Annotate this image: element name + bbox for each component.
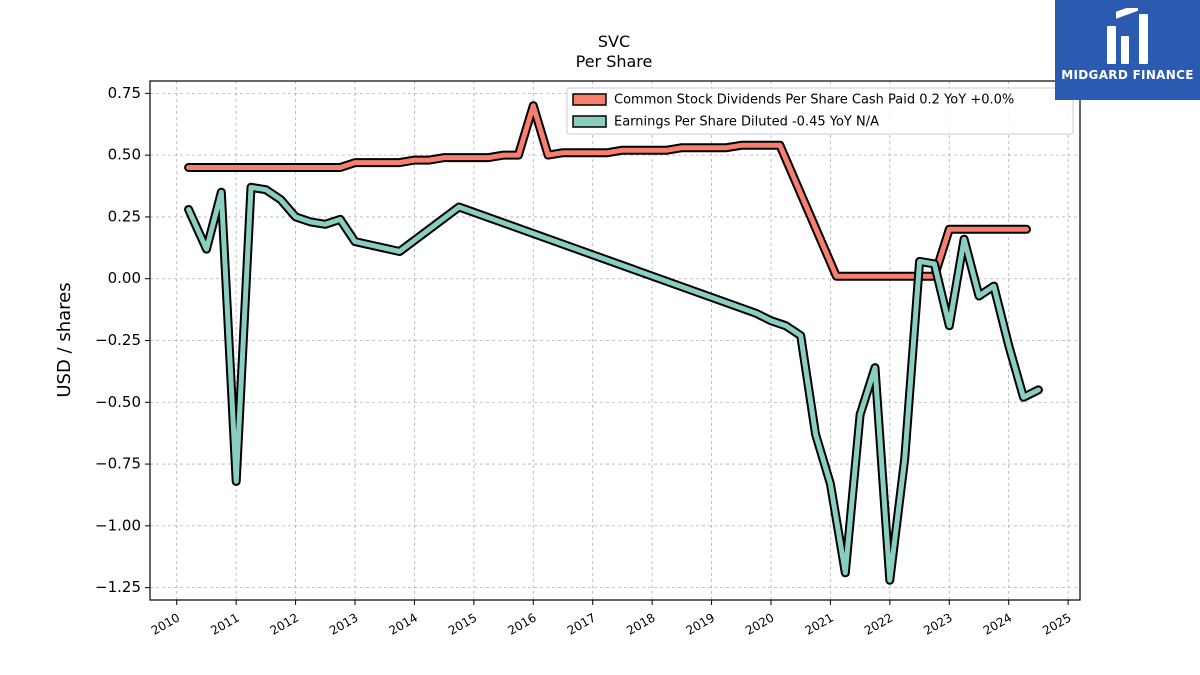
legend-label-dividends: Common Stock Dividends Per Share Cash Pa… xyxy=(614,93,1014,108)
y-tick-label: −1.00 xyxy=(95,516,141,534)
legend: Common Stock Dividends Per Share Cash Pa… xyxy=(566,87,1074,135)
series-line xyxy=(186,103,1029,279)
y-tick-label: 0.00 xyxy=(108,269,141,287)
y-tick-label: 0.25 xyxy=(108,207,141,225)
chart-subtitle: Per Share xyxy=(576,52,653,71)
series-eps xyxy=(184,182,1043,585)
legend-label-eps: Earnings Per Share Diluted -0.45 YoY N/A xyxy=(614,115,879,130)
y-tick-label: −1.25 xyxy=(95,578,141,596)
brand-name: MIDGARD FINANCE xyxy=(1061,68,1194,82)
y-tick-label: 0.50 xyxy=(108,146,141,164)
brand-mark-icon xyxy=(1107,8,1148,64)
brand-logo: MIDGARD FINANCE xyxy=(1055,0,1200,100)
legend-box xyxy=(566,87,1074,135)
chart-title: SVC xyxy=(598,32,630,51)
y-tick-label: −0.50 xyxy=(95,393,141,411)
legend-swatch-eps xyxy=(572,115,607,128)
series-dividends xyxy=(184,101,1031,281)
series-lines xyxy=(184,101,1043,585)
series-line xyxy=(186,184,1041,583)
y-axis-label: USD / shares xyxy=(54,282,75,397)
y-tick-label: −0.25 xyxy=(95,331,141,349)
y-tick-label: −0.75 xyxy=(95,455,141,473)
legend-swatch-dividends xyxy=(572,93,607,106)
y-tick-label: 0.75 xyxy=(108,84,141,102)
